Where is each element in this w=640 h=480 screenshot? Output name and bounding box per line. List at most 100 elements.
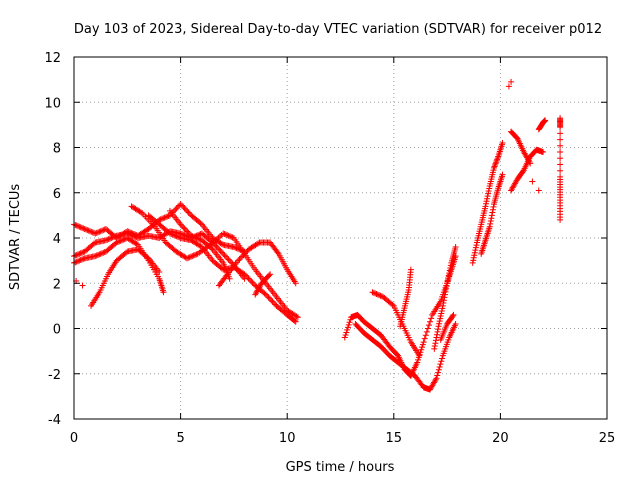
data-point bbox=[213, 243, 220, 250]
data-point bbox=[472, 244, 479, 251]
y-tick-label: 4 bbox=[53, 232, 61, 247]
data-point bbox=[235, 257, 242, 264]
data-point bbox=[189, 253, 196, 260]
data-point bbox=[76, 223, 83, 230]
data-point bbox=[128, 232, 135, 239]
axis-ticks: 0 5 10 15 20 25 -4 -2 0 2 4 6 8 10 12 bbox=[44, 51, 615, 446]
data-point bbox=[185, 254, 192, 261]
x-tick-label: 10 bbox=[279, 431, 296, 446]
data-point bbox=[158, 215, 165, 222]
data-point bbox=[441, 294, 448, 301]
data-point bbox=[376, 292, 383, 299]
data-point bbox=[527, 160, 534, 167]
data-point bbox=[419, 341, 426, 348]
data-point bbox=[157, 216, 164, 223]
data-point bbox=[434, 328, 441, 335]
data-point bbox=[440, 297, 447, 304]
data-point bbox=[218, 240, 225, 247]
data-point bbox=[433, 375, 440, 382]
data-point bbox=[436, 318, 443, 325]
data-point bbox=[78, 224, 85, 231]
data-point bbox=[106, 235, 113, 242]
data-point bbox=[482, 203, 489, 210]
data-point bbox=[182, 206, 189, 213]
data-point bbox=[491, 164, 498, 171]
data-point bbox=[112, 233, 119, 240]
data-point bbox=[440, 300, 447, 307]
data-point bbox=[101, 226, 108, 233]
data-point bbox=[526, 158, 533, 165]
data-point bbox=[488, 215, 495, 222]
data-point bbox=[170, 232, 177, 239]
data-point bbox=[222, 231, 229, 238]
y-tick-label: -4 bbox=[48, 413, 61, 428]
data-point bbox=[104, 236, 111, 243]
data-point bbox=[166, 230, 173, 237]
data-point bbox=[292, 318, 299, 325]
data-point bbox=[73, 251, 80, 258]
data-point bbox=[174, 203, 181, 210]
chart-title: Day 103 of 2023, Sidereal Day-to-day VTE… bbox=[74, 22, 602, 37]
data-point bbox=[161, 214, 168, 221]
data-point bbox=[77, 224, 84, 231]
data-point bbox=[72, 252, 79, 259]
data-point bbox=[431, 343, 438, 350]
data-point bbox=[77, 250, 84, 257]
data-point bbox=[473, 242, 480, 249]
data-point bbox=[557, 216, 564, 223]
data-point bbox=[443, 283, 450, 290]
data-point bbox=[122, 249, 129, 256]
data-point bbox=[265, 294, 272, 301]
data-point bbox=[109, 234, 116, 241]
data-point bbox=[438, 310, 445, 317]
data-point bbox=[89, 229, 96, 236]
data-point bbox=[274, 249, 281, 256]
data-point bbox=[197, 220, 204, 227]
data-point bbox=[78, 256, 85, 263]
data-point bbox=[225, 232, 232, 239]
data-point bbox=[229, 234, 236, 241]
data-point bbox=[529, 178, 536, 185]
data-point bbox=[439, 355, 446, 362]
data-point bbox=[73, 258, 80, 265]
data-point bbox=[472, 247, 479, 254]
data-point bbox=[266, 295, 273, 302]
data-point bbox=[226, 233, 233, 240]
data-point bbox=[114, 238, 121, 245]
data-point bbox=[437, 315, 444, 322]
data-point bbox=[437, 313, 444, 320]
data-point bbox=[419, 344, 426, 351]
data-point bbox=[187, 253, 194, 260]
data-point bbox=[94, 251, 101, 258]
x-tick-label: 5 bbox=[176, 431, 184, 446]
x-tick-label: 25 bbox=[599, 431, 616, 446]
data-point bbox=[110, 233, 117, 240]
data-point bbox=[415, 356, 422, 363]
data-point bbox=[181, 205, 188, 212]
data-point bbox=[557, 142, 564, 149]
data-point bbox=[272, 301, 279, 308]
data-point bbox=[168, 231, 175, 238]
data-point bbox=[230, 244, 237, 251]
data-point bbox=[493, 157, 500, 164]
data-point bbox=[424, 325, 431, 332]
data-point bbox=[144, 254, 151, 261]
data-point bbox=[241, 271, 248, 278]
data-point bbox=[96, 228, 103, 235]
data-point bbox=[485, 190, 492, 197]
data-point bbox=[80, 225, 87, 232]
y-axis-title: SDTVAR / TECUs bbox=[8, 184, 23, 291]
data-point bbox=[130, 233, 137, 240]
data-point bbox=[372, 290, 379, 297]
data-point bbox=[249, 279, 256, 286]
data-point bbox=[492, 160, 499, 167]
data-point bbox=[180, 224, 187, 231]
data-point bbox=[443, 285, 450, 292]
data-point bbox=[79, 282, 86, 289]
data-point bbox=[449, 313, 456, 320]
data-point bbox=[84, 227, 91, 234]
data-point bbox=[433, 334, 440, 341]
data-point bbox=[471, 249, 478, 256]
data-point bbox=[452, 320, 459, 327]
data-point bbox=[491, 163, 498, 170]
